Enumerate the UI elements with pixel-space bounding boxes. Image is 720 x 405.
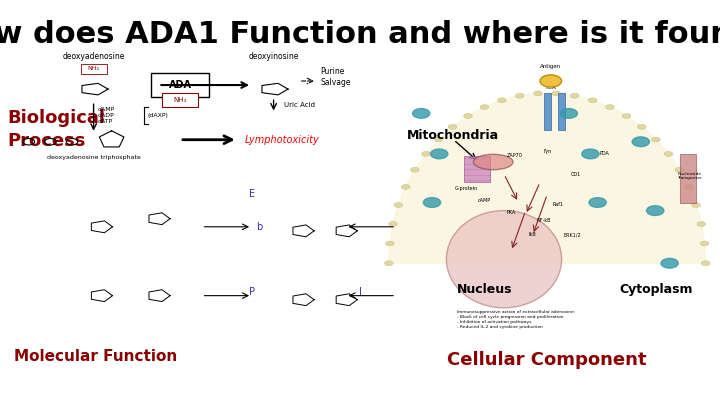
Text: PDA: PDA [600,151,610,156]
Text: Immunosuppressive action of extracellular adenosine:
- Block of cell cycle progr: Immunosuppressive action of extracellula… [457,310,575,328]
Text: I: I [359,287,361,296]
Text: deoxyadenosine: deoxyadenosine [63,52,125,61]
Circle shape [385,241,394,246]
Circle shape [665,151,673,156]
Text: ADA: ADA [168,80,192,90]
Ellipse shape [474,154,513,170]
Circle shape [675,167,684,172]
FancyBboxPatch shape [544,93,551,130]
Circle shape [431,149,448,159]
Text: deoxyadenosine triphosphate: deoxyadenosine triphosphate [47,156,140,160]
Circle shape [434,137,443,142]
FancyBboxPatch shape [558,93,565,130]
Circle shape [637,124,646,129]
Circle shape [410,167,419,172]
Text: (dAXP): (dAXP) [148,113,168,118]
Circle shape [413,109,430,118]
Text: PKA: PKA [506,210,516,215]
Text: E: E [249,190,255,199]
Circle shape [401,185,410,190]
Circle shape [464,113,472,118]
FancyBboxPatch shape [151,73,209,97]
Circle shape [701,261,710,266]
Circle shape [701,241,709,246]
Text: Cellular Component: Cellular Component [447,352,647,369]
FancyBboxPatch shape [162,93,198,107]
Circle shape [516,93,524,98]
Circle shape [632,137,649,147]
Circle shape [588,98,597,103]
Circle shape [389,222,397,226]
Text: G-protein: G-protein [455,186,478,191]
Circle shape [589,198,606,207]
Circle shape [582,149,599,159]
Circle shape [394,202,402,207]
Circle shape [570,93,579,98]
Text: deoxyinosine: deoxyinosine [248,52,299,61]
Circle shape [560,109,577,118]
Text: NF-kB: NF-kB [536,218,551,223]
Circle shape [685,185,693,190]
Circle shape [384,261,393,266]
Text: Cytoplasm: Cytoplasm [619,283,693,296]
Text: dADP: dADP [97,113,114,118]
Circle shape [552,91,561,96]
Text: ERK1/2: ERK1/2 [564,232,581,237]
Text: ZAP70: ZAP70 [507,153,523,158]
Text: Biological
Process: Biological Process [7,109,105,150]
Circle shape [697,222,706,226]
Circle shape [692,202,701,207]
Text: dAMP: dAMP [97,107,114,112]
Text: CD1: CD1 [571,172,581,177]
Text: NH₂: NH₂ [88,66,99,71]
Circle shape [534,91,542,96]
Circle shape [652,137,660,142]
Text: cAMP: cAMP [478,198,491,203]
Circle shape [661,258,678,268]
Text: dATP: dATP [97,119,112,124]
Circle shape [423,198,441,207]
Circle shape [480,104,489,109]
Circle shape [540,75,562,87]
Text: Uric Acid: Uric Acid [284,102,315,108]
Text: Molecular Function: Molecular Function [14,349,178,364]
Circle shape [498,98,506,103]
Text: IkB: IkB [529,232,536,237]
Circle shape [622,113,631,118]
Text: Nucleoside
Transporter: Nucleoside Transporter [678,172,702,181]
Text: Nucleus: Nucleus [457,283,513,296]
Circle shape [647,206,664,215]
Text: TCR: TCR [545,85,557,90]
Circle shape [421,151,430,156]
Text: Mitochondria: Mitochondria [407,129,499,142]
Text: NH₃: NH₃ [174,97,186,103]
Text: b: b [256,222,262,232]
Text: Fyn: Fyn [543,149,552,154]
Text: Lymphotoxicity: Lymphotoxicity [245,135,320,145]
Text: P: P [249,287,255,296]
Text: Purine
Salvage: Purine Salvage [320,67,351,87]
Text: How does ADA1 Function and where is it found?: How does ADA1 Function and where is it f… [0,20,720,49]
Polygon shape [389,93,706,263]
FancyBboxPatch shape [81,64,107,74]
FancyBboxPatch shape [464,156,490,182]
Circle shape [449,124,457,129]
Ellipse shape [446,211,562,308]
Circle shape [606,104,614,109]
Text: Raf1: Raf1 [552,202,564,207]
FancyBboxPatch shape [680,154,696,202]
Text: Antigen: Antigen [540,64,562,69]
